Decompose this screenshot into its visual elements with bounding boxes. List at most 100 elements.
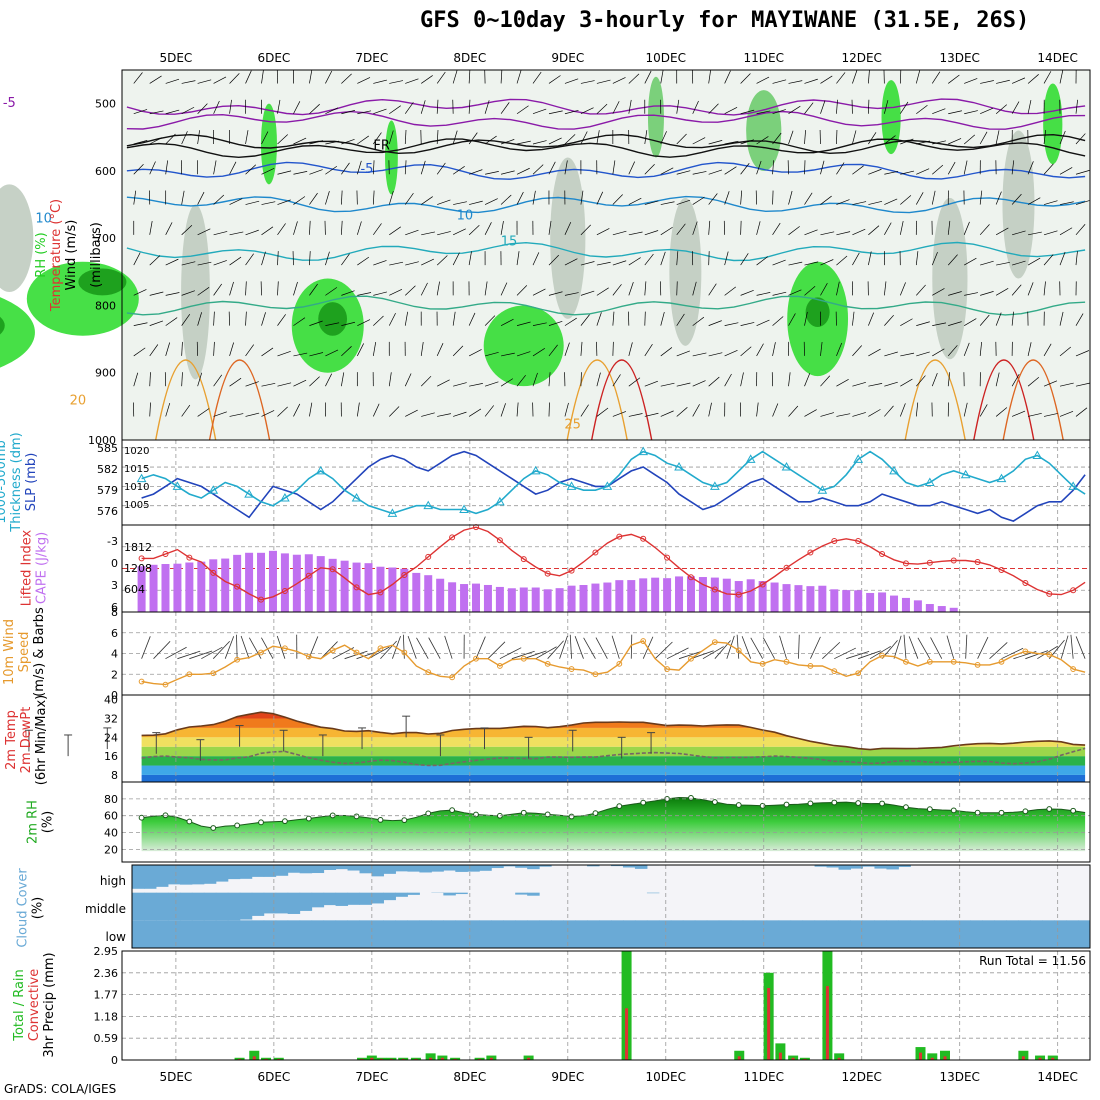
wind-barb <box>516 351 531 357</box>
wind-barb <box>740 139 755 145</box>
wind-barb <box>724 350 738 357</box>
wind-barb <box>389 261 404 266</box>
cloud-low-bar <box>251 920 265 948</box>
temp-band <box>141 756 1086 766</box>
wind-barb <box>931 190 936 205</box>
wind10-tick: 2 <box>111 668 118 681</box>
wind-barb <box>452 252 460 266</box>
wind-barb <box>788 261 803 266</box>
wind-barb <box>500 139 515 145</box>
cloud-high-bar <box>622 865 636 868</box>
wind-barb <box>1043 130 1047 145</box>
date-label-top: 7DEC <box>355 51 388 65</box>
wind-barb <box>740 190 743 205</box>
wind-barb <box>692 221 698 235</box>
wind-barb <box>580 341 583 356</box>
wind-barb <box>420 375 432 387</box>
wind-barb <box>373 132 382 145</box>
wind-barb <box>309 220 311 235</box>
wind10-barb <box>741 636 752 659</box>
wind-barb <box>676 99 680 114</box>
wind10-point <box>807 663 814 669</box>
wind-barb <box>916 140 931 145</box>
wind-barb <box>420 342 424 356</box>
cloud-low-bar <box>910 920 923 948</box>
warm-contour <box>566 359 628 441</box>
wind-barb <box>644 164 655 175</box>
wind-barb <box>404 130 407 145</box>
wind-barb <box>469 169 483 175</box>
wind-barb <box>628 197 642 205</box>
wind-barb <box>500 352 515 357</box>
wind-barb <box>995 191 1002 205</box>
wind-barb <box>389 226 401 236</box>
precip-conv-bar <box>489 1057 493 1060</box>
wind-barb <box>420 282 428 296</box>
cloud-low-bar <box>1078 920 1091 948</box>
cape-bar <box>472 583 481 612</box>
wind-barb <box>1011 77 1026 84</box>
lifted-index-point <box>735 591 742 598</box>
cloud-high-bar <box>311 865 325 874</box>
wind-barb <box>915 251 919 266</box>
wind-barb <box>868 132 877 145</box>
precip-conv-bar <box>803 1058 807 1060</box>
precip-total-bar <box>249 1050 260 1060</box>
cape-bar <box>603 582 612 612</box>
cloud-low-bar <box>922 920 935 948</box>
cape-bar <box>185 562 194 612</box>
wind10-barb <box>1025 650 1049 660</box>
wind-barb <box>947 220 951 235</box>
wind-barb <box>261 226 274 236</box>
cape-bar <box>675 576 684 612</box>
wind-barb <box>740 220 742 235</box>
wind-barb <box>676 133 687 145</box>
wind-barb <box>676 281 678 296</box>
rh-shade <box>318 302 348 336</box>
wind-barb <box>899 282 906 296</box>
wind-barb <box>596 287 609 296</box>
rh2m-point <box>950 807 957 814</box>
wind-barb <box>884 100 889 114</box>
wind-barb <box>548 75 561 84</box>
temp2m-ylabel-2: (6hr Min/Max) <box>34 695 49 785</box>
wind10-barb <box>499 647 522 660</box>
wind-barb <box>564 109 579 115</box>
wind-barb <box>548 161 556 175</box>
wind-barb <box>916 351 930 357</box>
cape-bar <box>854 590 863 612</box>
cloud-low-bar <box>1006 920 1019 948</box>
cape-bar <box>364 563 373 612</box>
contour-label: 10 <box>35 212 52 227</box>
wind10-point <box>1070 666 1077 672</box>
lifted-tick: 3 <box>111 579 118 592</box>
wind-barb <box>341 372 345 387</box>
wind-barb <box>309 352 324 357</box>
wind-barb <box>548 344 558 357</box>
slp-tick: 1010 <box>124 482 149 493</box>
wind-barb <box>133 322 148 326</box>
wind-barb <box>995 130 1000 145</box>
wind-barb <box>884 381 898 387</box>
rh2m-point <box>926 806 933 813</box>
wind-barb <box>660 312 665 326</box>
wind-barb <box>261 410 275 417</box>
wind-barb <box>293 221 298 235</box>
wind-barb <box>532 288 546 296</box>
wind-barb <box>325 140 340 145</box>
date-label-top: 5DEC <box>159 51 192 65</box>
cloud-middle-bar <box>299 892 313 911</box>
cloud-low-bar <box>706 920 720 948</box>
thickness-point <box>1032 450 1043 459</box>
cloud-low-bar <box>275 920 289 948</box>
wind-barb <box>404 102 414 114</box>
wind-barb <box>229 99 232 114</box>
lifted-index-point <box>138 555 145 562</box>
wind-barb <box>261 312 266 326</box>
cloud-high-bar <box>443 865 456 871</box>
cloud-low-bar <box>658 920 672 948</box>
wind-barb <box>708 283 717 296</box>
wind10-barb <box>523 650 547 660</box>
cloud-high-bar <box>335 865 349 870</box>
wind-barb <box>1027 197 1041 205</box>
